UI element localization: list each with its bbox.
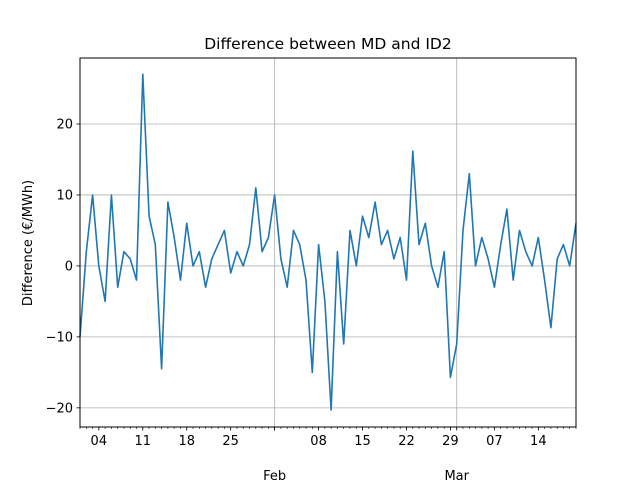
x-month-label: Feb bbox=[263, 469, 286, 480]
x-tick-label: 15 bbox=[354, 434, 371, 449]
y-tick-label: −10 bbox=[46, 330, 73, 345]
x-tick-label: 04 bbox=[91, 434, 108, 449]
x-tick-label: 29 bbox=[442, 434, 459, 449]
x-tick-label: 18 bbox=[178, 434, 195, 449]
x-tick-label: 22 bbox=[398, 434, 415, 449]
x-tick-label: 11 bbox=[135, 434, 152, 449]
y-tick-label: 20 bbox=[56, 117, 73, 132]
series-line bbox=[79, 73, 577, 411]
x-month-label: Mar bbox=[444, 469, 469, 480]
y-tick-label: −20 bbox=[46, 401, 73, 416]
y-tick-label: 10 bbox=[56, 188, 73, 203]
x-tick-label: 08 bbox=[310, 434, 327, 449]
plot-area bbox=[79, 73, 577, 411]
y-tick-label: 0 bbox=[65, 259, 73, 274]
x-tick-label: 07 bbox=[486, 434, 503, 449]
chart-title: Difference between MD and ID2 bbox=[204, 35, 451, 53]
axis-ticks: −20 −10 0 10 20 04 11 18 25 08 15 22 29 07 14 Feb Mar bbox=[46, 117, 577, 480]
x-tick-label: 14 bbox=[530, 434, 547, 449]
x-tick-label: 25 bbox=[222, 434, 239, 449]
plot-frame bbox=[79, 57, 577, 428]
y-axis-label: Difference (€/MWh) bbox=[21, 180, 36, 306]
